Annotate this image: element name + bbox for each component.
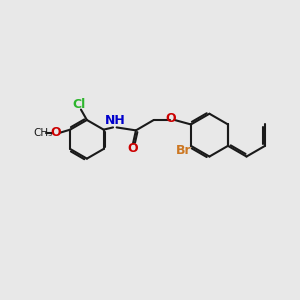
Text: NH: NH [105, 114, 125, 128]
Text: O: O [128, 142, 138, 155]
Text: CH₃: CH₃ [33, 128, 52, 138]
Text: O: O [166, 112, 176, 125]
Text: O: O [50, 126, 61, 139]
Text: Cl: Cl [73, 98, 86, 111]
Text: Br: Br [176, 144, 191, 157]
